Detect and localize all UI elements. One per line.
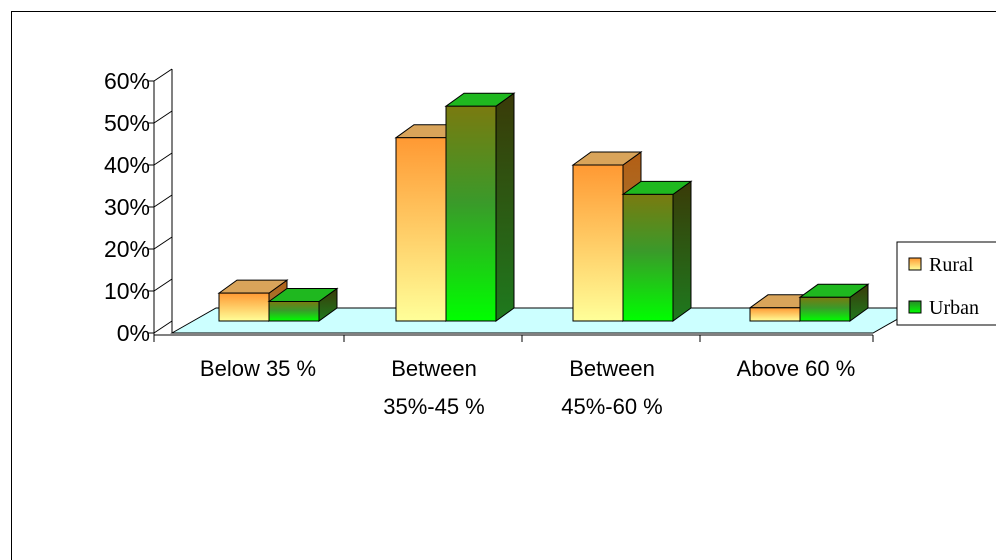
y-tick-depth bbox=[153, 194, 173, 208]
bar-front-urban bbox=[622, 193, 674, 322]
bar-front-rural bbox=[395, 137, 447, 322]
bar-side-urban bbox=[672, 180, 692, 322]
y-tick-label: 50% bbox=[104, 110, 150, 136]
bar-urban-2 bbox=[621, 180, 693, 322]
bar-front-urban bbox=[799, 296, 851, 322]
bar-urban-3 bbox=[798, 283, 870, 322]
x-category-label: Between bbox=[391, 356, 477, 381]
bar-front-rural bbox=[749, 307, 801, 322]
legend-label: Urban bbox=[929, 297, 979, 319]
bar-urban-0 bbox=[267, 287, 339, 322]
y-tick-label: 10% bbox=[104, 278, 150, 304]
y-tick-label: 20% bbox=[104, 236, 150, 262]
bar-urban-1 bbox=[444, 92, 516, 322]
y-tick-depth bbox=[153, 152, 173, 166]
bar-front-rural bbox=[572, 164, 624, 322]
y-tick-label: 40% bbox=[104, 152, 150, 178]
bar-front-urban bbox=[445, 105, 497, 322]
y-tick-depth bbox=[153, 68, 173, 82]
x-category-label: Below 35 % bbox=[200, 356, 316, 381]
y-tick-depth bbox=[153, 320, 173, 334]
y-tick-depth bbox=[153, 110, 173, 124]
x-category-label: Above 60 % bbox=[737, 356, 856, 381]
legend-swatch bbox=[908, 300, 922, 314]
y-tick-label: 60% bbox=[104, 68, 150, 94]
x-category-label: Between bbox=[569, 356, 655, 381]
x-category-label: 45%-60 % bbox=[561, 394, 663, 419]
legend-label: Rural bbox=[929, 254, 974, 276]
bar-front-rural bbox=[218, 292, 270, 322]
y-tick-depth bbox=[153, 278, 173, 292]
bar-side-urban bbox=[495, 92, 515, 322]
y-tick-label: 30% bbox=[104, 194, 150, 220]
y-tick-label: 0% bbox=[117, 320, 150, 346]
x-category-label: 35%-45 % bbox=[383, 394, 485, 419]
legend-swatch bbox=[908, 257, 922, 271]
bar-front-urban bbox=[268, 301, 320, 322]
y-tick-depth bbox=[153, 236, 173, 250]
